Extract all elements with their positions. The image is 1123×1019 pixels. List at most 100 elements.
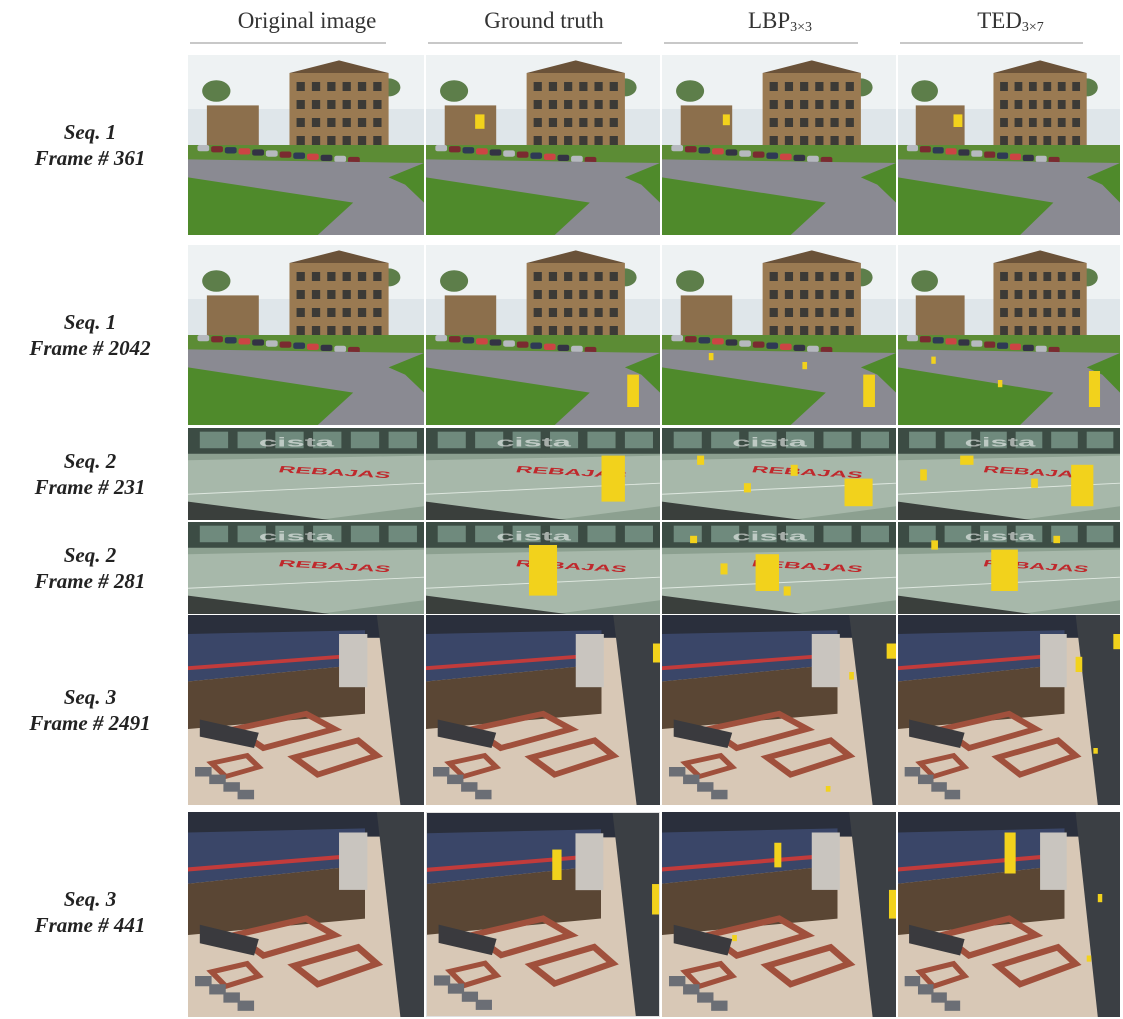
column-header-original: Original image — [188, 8, 426, 44]
foreground-mask-blob — [997, 380, 1003, 388]
frame-lbp-5 — [662, 615, 896, 805]
column-title: TED — [977, 8, 1022, 33]
column-header-ted: TED3×7 — [898, 8, 1123, 44]
scene-campus — [188, 245, 424, 425]
sequence-label: Seq. 3 — [63, 685, 117, 709]
row-label: Seq. 3 Frame # 2491 — [0, 615, 180, 805]
foreground-mask-blob — [697, 455, 705, 465]
foreground-mask-blob — [931, 356, 936, 364]
frame-ground-2 — [426, 245, 660, 425]
frame-ground-6 — [426, 812, 660, 1017]
foreground-mask-blob — [627, 374, 639, 407]
sequence-label: Seq. 2 — [63, 543, 117, 567]
foreground-mask-blob — [783, 586, 791, 596]
foreground-mask-blob — [1113, 634, 1120, 650]
foreground-mask-blob — [931, 540, 938, 550]
frame-original-2 — [188, 245, 424, 425]
column-title: Ground truth — [484, 8, 604, 33]
foreground-mask-blob — [552, 849, 562, 880]
frame-label: Frame # 2491 — [29, 711, 151, 735]
frame-ted-3: cista REBAJAS — [898, 428, 1120, 520]
foreground-mask-blob — [849, 672, 854, 680]
foreground-mask-blob — [774, 842, 782, 868]
sequence-label: Seq. 2 — [63, 449, 117, 473]
row-label: Seq. 2 Frame # 231 — [0, 428, 180, 520]
foreground-mask-blob — [652, 643, 660, 663]
scene-station — [427, 813, 659, 1016]
frame-lbp-4: cista REBAJAS — [662, 522, 896, 614]
scene-campus — [662, 245, 896, 425]
scene-campus — [426, 55, 660, 235]
scene-station — [188, 615, 424, 805]
foreground-mask-blob — [825, 786, 831, 792]
frame-ted-4: cista REBAJAS — [898, 522, 1120, 614]
foreground-mask-blob — [920, 469, 927, 481]
foreground-mask-blob — [708, 353, 714, 361]
mall-header-sign-text: cista — [965, 529, 1037, 544]
scene-station — [898, 615, 1120, 805]
row-label: Seq. 2 Frame # 281 — [0, 522, 180, 614]
frame-ted-2 — [898, 245, 1120, 425]
scene-station — [426, 615, 660, 805]
foreground-mask-blob — [720, 563, 728, 575]
frame-original-4: cista REBAJAS — [188, 522, 424, 614]
sequence-label: Seq. 1 — [63, 120, 117, 144]
frame-original-3: cista REBAJAS — [188, 428, 424, 520]
foreground-mask-blob — [1071, 464, 1094, 507]
frame-ground-4: cista REBAJAS — [426, 522, 660, 614]
column-subscript: 3×7 — [1021, 20, 1044, 35]
mall-header-sign-text: cista — [732, 529, 807, 543]
frame-lbp-3: cista REBAJAS — [662, 428, 896, 520]
frame-label: Frame # 231 — [34, 475, 146, 499]
scene-station — [898, 812, 1120, 1017]
mall-header-sign-text: cista — [496, 435, 571, 449]
frame-lbp-6 — [662, 812, 896, 1017]
foreground-mask-blob — [1086, 955, 1092, 962]
frame-lbp-1 — [662, 55, 896, 235]
foreground-mask-blob — [722, 114, 730, 126]
frame-ted-6 — [898, 812, 1120, 1017]
scene-station — [662, 812, 896, 1017]
frame-ted-1 — [898, 55, 1120, 235]
column-title: Original image — [237, 8, 377, 33]
foreground-mask-blob — [953, 114, 963, 127]
foreground-mask-blob — [1053, 535, 1061, 544]
foreground-mask-blob — [743, 483, 751, 493]
foreground-mask-blob — [475, 114, 485, 129]
foreground-mask-blob — [601, 455, 625, 502]
scene-station — [662, 615, 896, 805]
mall-header-sign-text: cista — [965, 435, 1037, 450]
header-rule — [428, 42, 622, 44]
foreground-mask-blob — [886, 643, 896, 659]
foreground-mask-blob — [802, 362, 808, 370]
frame-label: Frame # 2042 — [29, 336, 151, 360]
scene-station — [188, 812, 424, 1017]
foreground-mask-blob — [1031, 478, 1038, 488]
frame-ground-5 — [426, 615, 660, 805]
mall-header-sign-text: cista — [259, 435, 336, 449]
scene-campus — [426, 245, 660, 425]
scene-campus — [188, 55, 424, 235]
foreground-mask-blob — [755, 554, 779, 591]
foreground-mask-blob — [1093, 748, 1098, 754]
foreground-mask-blob — [1075, 656, 1083, 672]
frame-lbp-2 — [662, 245, 896, 425]
foreground-mask-blob — [863, 374, 875, 407]
row-label: Seq. 3 Frame # 441 — [0, 812, 180, 1012]
foreground-mask-blob — [732, 935, 737, 942]
row-label: Seq. 1 Frame # 2042 — [0, 245, 180, 425]
column-subscript: 3×3 — [790, 20, 813, 35]
frame-label: Frame # 441 — [34, 913, 146, 937]
foreground-mask-blob — [844, 478, 873, 507]
column-header-ground-truth: Ground truth — [426, 8, 662, 44]
mall-header-sign-text: cista — [732, 435, 807, 449]
frame-label: Frame # 361 — [34, 146, 146, 170]
foreground-mask-blob — [690, 535, 698, 544]
frame-original-5 — [188, 615, 424, 805]
